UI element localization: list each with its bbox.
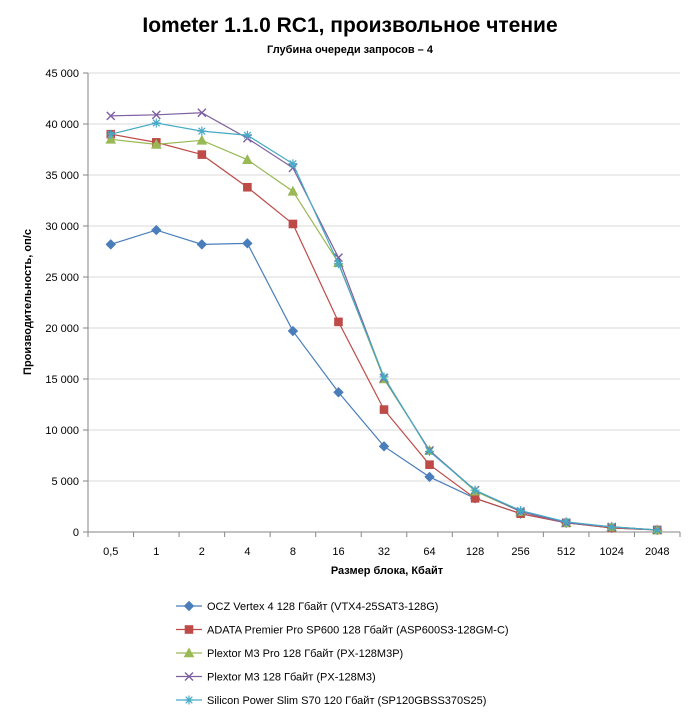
- x-tick-label: 8: [290, 546, 296, 558]
- series-5: [106, 118, 662, 535]
- legend: OCZ Vertex 4 128 Гбайт (VTX4-25SAT3-128G…: [176, 600, 509, 707]
- y-tick-label: 10 000: [45, 425, 79, 437]
- data-point: [333, 387, 344, 398]
- y-tick-label: 45 000: [45, 68, 79, 80]
- x-tick-label: 2048: [645, 546, 669, 558]
- y-tick-label: 5 000: [51, 476, 79, 488]
- data-point: [652, 525, 662, 535]
- data-point: [334, 317, 343, 327]
- data-point: [378, 441, 390, 452]
- plot-area: 0 5 000 10 000 15 000 20 000 25 000 30 000 35 0…: [45, 68, 681, 558]
- y-tick-label: 40 000: [45, 119, 79, 131]
- y-tick-label: 35 000: [45, 170, 79, 182]
- data-point: [151, 110, 161, 120]
- data-point: [425, 460, 434, 469]
- data-point: [288, 219, 298, 229]
- x-tick-label: 128: [466, 546, 484, 558]
- data-point: [183, 647, 195, 658]
- data-point: [151, 118, 161, 128]
- data-point: [151, 224, 162, 236]
- data-point: [106, 129, 116, 139]
- y-tick-label: 25 000: [45, 272, 79, 284]
- data-point: [106, 111, 116, 121]
- data-point: [150, 138, 162, 149]
- data-point: [197, 150, 207, 159]
- data-point: [287, 185, 299, 196]
- x-tick-label: 64: [423, 546, 435, 558]
- legend-label: ADATA Premier Pro SP600 128 Гбайт (ASP60…: [207, 625, 509, 637]
- legend-item: Plextor M3 128 Гбайт (PX-128M3): [176, 672, 376, 684]
- legend-label: OCZ Vertex 4 128 Гбайт (VTX4-25SAT3-128G…: [207, 601, 438, 613]
- data-point: [197, 126, 207, 136]
- y-tick-label: 15 000: [45, 374, 79, 386]
- legend-label: Silicon Power Slim S70 120 Гбайт (SP120G…: [207, 695, 486, 707]
- y-tick-label: 20 000: [45, 323, 79, 335]
- data-point: [242, 238, 253, 249]
- y-tick-label: 0: [73, 527, 79, 539]
- data-point: [424, 471, 435, 483]
- data-point: [197, 108, 207, 118]
- data-point: [196, 134, 208, 145]
- data-point: [243, 182, 252, 192]
- data-point: [288, 159, 298, 169]
- data-point: [379, 372, 389, 382]
- data-point: [470, 485, 480, 495]
- x-axis-label: Размер блока, Кбайт: [331, 565, 444, 577]
- legend-label: Plextor M3 128 Гбайт (PX-128M3): [207, 672, 376, 684]
- x-tick-label: 0,5: [103, 546, 118, 558]
- x-tick-label: 1024: [599, 546, 623, 558]
- x-tick-label: 2: [199, 546, 205, 558]
- legend-item: OCZ Vertex 4 128 Гбайт (VTX4-25SAT3-128G…: [176, 600, 438, 613]
- x-tick-label: 1: [153, 546, 159, 558]
- data-point: [196, 239, 208, 250]
- data-point: [425, 446, 435, 456]
- legend-label: Plextor M3 Pro 128 Гбайт (PX-128M3P): [207, 648, 403, 660]
- data-point: [379, 405, 389, 414]
- data-point: [184, 672, 194, 681]
- legend-item: Plextor M3 Pro 128 Гбайт (PX-128M3P): [176, 647, 403, 660]
- legend-item: Silicon Power Slim S70 120 Гбайт (SP120G…: [176, 695, 486, 707]
- data-point: [516, 506, 526, 516]
- data-point: [287, 325, 299, 337]
- y-tick-label: 30 000: [45, 221, 79, 233]
- chart-subtitle: Глубина очереди запросов – 4: [267, 44, 434, 56]
- data-point: [184, 625, 194, 634]
- data-point: [561, 517, 571, 527]
- x-tick-label: 4: [244, 546, 250, 558]
- data-point: [105, 239, 116, 250]
- data-point: [242, 130, 252, 140]
- data-point: [105, 133, 117, 144]
- data-point: [333, 259, 343, 269]
- data-point: [607, 522, 617, 532]
- chart-title: Iometer 1.1.0 RC1, произвольное чтение: [142, 14, 557, 37]
- x-tick-label: 256: [511, 546, 529, 558]
- x-tick-label: 512: [557, 546, 575, 558]
- legend-item: ADATA Premier Pro SP600 128 Гбайт (ASP60…: [176, 625, 509, 637]
- x-tick-label: 16: [332, 546, 344, 558]
- data-point: [242, 154, 253, 164]
- data-point: [184, 695, 194, 705]
- y-axis-label: Производительность, оп/с: [22, 229, 34, 375]
- x-tick-label: 32: [378, 546, 390, 558]
- data-point: [183, 600, 195, 612]
- data-point: [470, 494, 480, 503]
